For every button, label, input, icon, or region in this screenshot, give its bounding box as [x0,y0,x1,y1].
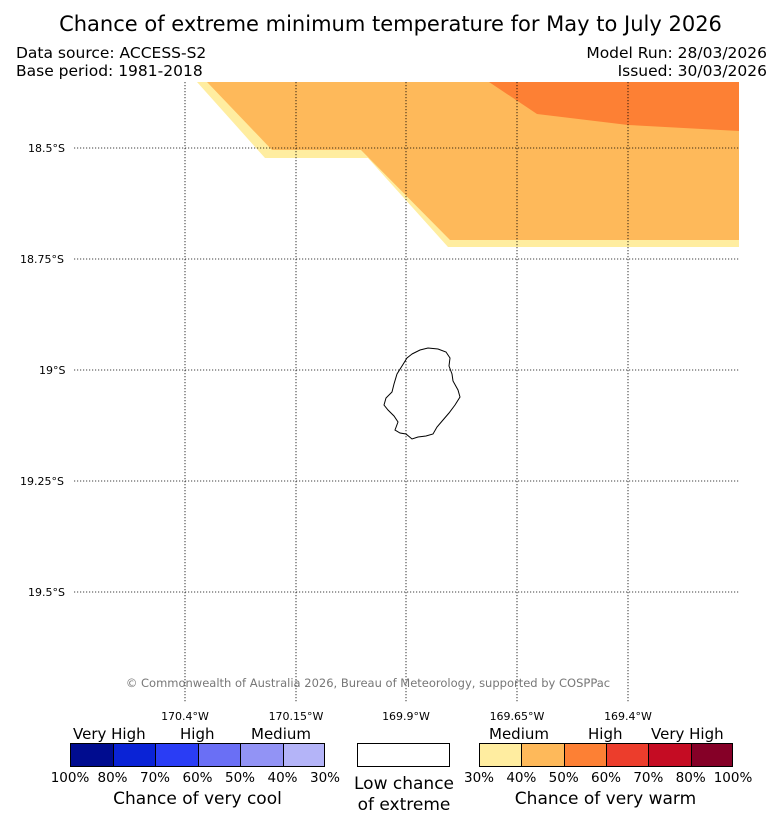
cool-swatch-0 [70,743,113,767]
warm-percent-label: 30% [463,770,494,786]
cool-high-label: High [180,725,215,743]
cool-percent-label: 100% [50,770,90,786]
lat-label-18-75: 18.75°S [20,253,64,266]
warm-bar-title: Chance of very warm [514,789,697,809]
cool-medium-label: Medium [251,725,311,743]
neutral-title-line1: Low chance [354,774,454,794]
lon-label-170-4: 170.4°W [161,710,209,723]
lat-label-19-5: 19.5°S [28,586,65,599]
neutral-title-line2: of extreme [357,795,451,815]
data-source-text: Data source: ACCESS-S2 [16,44,207,62]
lat-label-18-5: 18.5°S [28,142,65,155]
lat-label-19: 19°S [39,364,66,377]
copyright-text: © Commonwealth of Australia 2026, Bureau… [125,676,611,690]
warm-percent-label: 50% [548,770,579,786]
warm-swatch-4 [648,743,691,767]
warm-percent-label: 60% [590,770,621,786]
lon-label-169-9: 169.9°W [382,710,430,723]
warm-very-high-label: Very High [651,725,724,743]
cool-percent-label: 30% [309,770,340,786]
warm-medium-label: Medium [489,725,549,743]
warm-percent-label: 80% [675,770,706,786]
warm-swatch-2 [563,743,606,767]
cool-percent-label: 60% [182,770,213,786]
cool-percent-label: 50% [224,770,255,786]
warm-swatch-5 [690,743,733,767]
cool-swatch-5 [282,743,325,767]
lon-label-169-65: 169.65°W [489,710,545,723]
warm-50-60-region [489,82,739,131]
cool-percent-label: 40% [267,770,298,786]
lat-label-19-25: 19.25°S [20,475,64,488]
cool-swatch-3 [197,743,240,767]
cool-percent-label: 80% [97,770,128,786]
warm-swatch-1 [521,743,564,767]
warm-swatch-3 [606,743,649,767]
cool-swatch-1 [112,743,155,767]
warm-high-label: High [588,725,623,743]
cool-swatch-2 [155,743,198,767]
neutral-swatch [357,743,450,767]
base-period-text: Base period: 1981-2018 [16,62,203,80]
cool-bar-title: Chance of very cool [113,789,282,809]
warm-swatch-0 [479,743,522,767]
lon-label-169-4: 169.4°W [604,710,652,723]
model-run-text: Model Run: 28/03/2026 [586,44,767,62]
map-title: Chance of extreme minimum temperature fo… [59,12,722,36]
lon-label-170-15: 170.15°W [268,710,324,723]
issued-text: Issued: 30/03/2026 [617,62,767,80]
warm-percent-label: 40% [506,770,537,786]
cool-percent-label: 70% [139,770,170,786]
cool-swatch-4 [240,743,283,767]
warm-percent-label: 70% [633,770,664,786]
warm-percent-label: 100% [713,770,753,786]
cool-very-high-label: Very High [73,725,146,743]
island-outline [383,347,461,440]
